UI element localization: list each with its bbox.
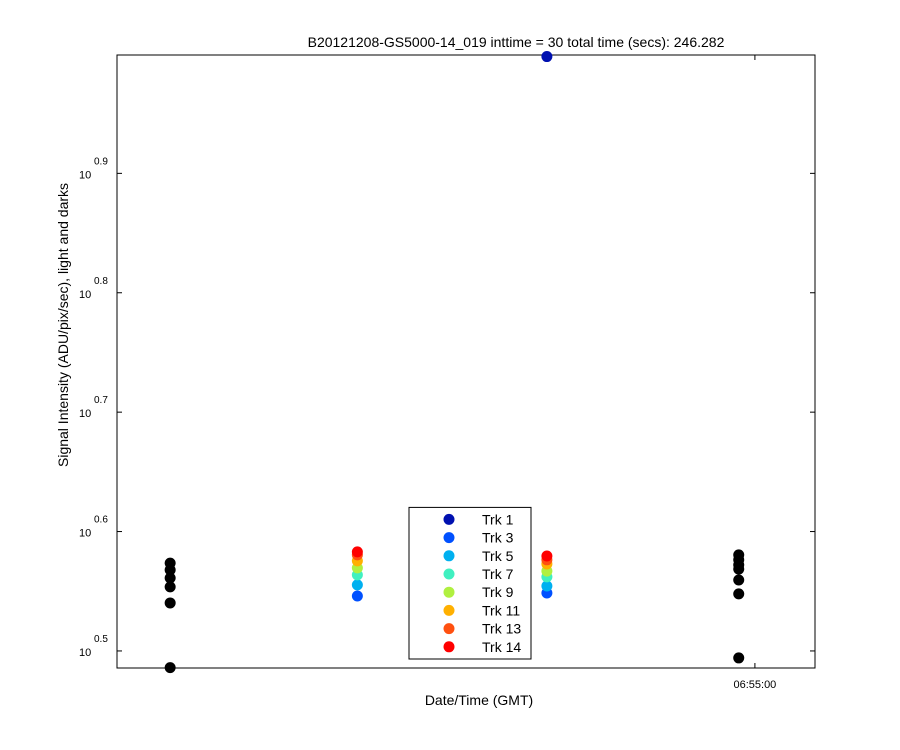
y-tick-exponent: 0.5 xyxy=(94,634,108,645)
y-tick-label: 10 xyxy=(79,528,91,540)
point xyxy=(541,51,553,63)
y-axis-label: Signal Intensity (ADU/pix/sec), light an… xyxy=(55,183,71,467)
legend-label: Trk 5 xyxy=(482,548,514,564)
point xyxy=(164,662,176,674)
legend-marker xyxy=(443,532,455,544)
chart-title: B20121208-GS5000-14_019 inttime = 30 tot… xyxy=(308,34,725,50)
legend-marker xyxy=(443,641,455,653)
legend-label: Trk 1 xyxy=(482,511,514,527)
legend-label: Trk 9 xyxy=(482,584,514,600)
y-tick-label: 10 xyxy=(79,289,91,301)
point xyxy=(733,549,745,561)
x-tick-label: 06:55:00 xyxy=(733,679,776,691)
y-tick-exponent: 0.8 xyxy=(94,276,108,287)
y-tick-label: 10 xyxy=(79,169,91,181)
legend-label: Trk 7 xyxy=(482,566,514,582)
point xyxy=(733,574,745,586)
x-axis-label: Date/Time (GMT) xyxy=(425,692,533,708)
point xyxy=(164,572,176,584)
point xyxy=(351,546,363,558)
point xyxy=(733,652,745,664)
point xyxy=(541,550,553,562)
legend-label: Trk 11 xyxy=(482,602,520,618)
point xyxy=(164,597,176,609)
y-tick-label: 10 xyxy=(79,408,91,420)
y-tick-exponent: 0.7 xyxy=(94,395,108,406)
y-tick-exponent: 0.6 xyxy=(94,515,108,526)
legend-marker xyxy=(443,568,455,580)
legend-marker xyxy=(443,586,455,598)
legend-label: Trk 13 xyxy=(482,621,521,637)
point xyxy=(164,581,176,593)
legend-label: Trk 3 xyxy=(482,530,514,546)
y-tick-exponent: 0.9 xyxy=(94,156,108,167)
y-tick-label: 10 xyxy=(79,647,91,659)
point xyxy=(541,580,553,592)
point xyxy=(733,588,745,600)
point xyxy=(351,579,363,591)
legend-marker xyxy=(443,623,455,635)
legend-marker xyxy=(443,604,455,616)
point xyxy=(164,557,176,569)
legend-label: Trk 14 xyxy=(482,639,521,655)
legend-marker xyxy=(443,513,455,525)
point xyxy=(351,590,363,602)
legend-marker xyxy=(443,550,455,562)
legend-box xyxy=(408,506,532,660)
